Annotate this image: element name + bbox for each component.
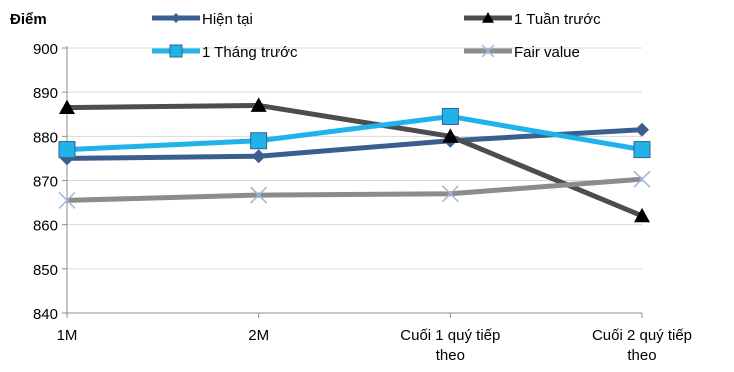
diamond-marker xyxy=(171,13,181,23)
tick-labels: 840 850 860 870 880 890 900 1M 2M Cuối 1 quý tiếp… xyxy=(33,41,692,364)
x-marker xyxy=(441,185,459,203)
x-marker-stroke xyxy=(481,44,495,58)
x-tick-label: Cuối 2 quý tiếp xyxy=(592,327,692,344)
y-tick-label: 840 xyxy=(33,306,58,323)
y-tick-label: 890 xyxy=(33,85,58,102)
x-marker-stroke xyxy=(58,191,76,209)
grid-lines xyxy=(67,47,642,270)
square-marker xyxy=(250,132,268,150)
legend-label: Fair value xyxy=(514,44,580,61)
series-line xyxy=(66,102,643,219)
square-marker xyxy=(633,141,651,159)
series-3 xyxy=(58,170,651,209)
x-tick-label: Cuối 1 quý tiếp xyxy=(400,327,500,344)
legend-item: 1 Tháng trước xyxy=(152,44,298,61)
triangle-marker xyxy=(482,12,494,23)
x-marker-stroke xyxy=(633,170,651,188)
legend-item: Hiện tại xyxy=(152,11,253,28)
square-marker xyxy=(441,107,459,125)
legend-label: 1 Tháng trước xyxy=(202,44,298,61)
triangle-marker xyxy=(59,99,75,115)
diamond-marker xyxy=(251,149,266,164)
triangle-marker xyxy=(634,207,650,223)
y-tick-label: 860 xyxy=(33,218,58,235)
square-marker xyxy=(58,141,76,159)
x-marker-stroke xyxy=(250,186,268,204)
x-tick-label: 1M xyxy=(57,327,78,344)
diamond-marker xyxy=(635,122,649,137)
legend: Hiện tại 1 Tuần trước 1 Tháng trước Fair va… xyxy=(152,11,601,61)
x-marker xyxy=(481,44,495,58)
legend-item: 1 Tuần trước xyxy=(464,11,601,28)
series-line xyxy=(66,176,643,203)
triangle-marker xyxy=(442,128,459,143)
x-tick-label: theo xyxy=(627,347,656,364)
x-marker xyxy=(633,170,651,188)
square-marker xyxy=(169,44,183,58)
y-axis-label: Điểm xyxy=(10,11,47,28)
y-tick-label: 850 xyxy=(33,262,58,279)
triangle-marker xyxy=(250,97,267,112)
y-tick-label: 870 xyxy=(33,174,58,191)
x-marker xyxy=(58,191,76,209)
series-2 xyxy=(58,107,651,159)
legend-item: Fair value xyxy=(464,44,580,61)
x-tick-label: theo xyxy=(436,347,465,364)
legend-label: 1 Tuần trước xyxy=(514,11,601,28)
x-marker-stroke xyxy=(441,185,459,203)
legend-label: Hiện tại xyxy=(202,11,253,28)
series-1 xyxy=(59,97,650,223)
y-tick-label: 900 xyxy=(33,41,58,58)
y-tick-label: 880 xyxy=(33,129,58,146)
x-tick-label: 2M xyxy=(248,327,269,344)
series-group xyxy=(58,97,651,223)
x-marker xyxy=(250,186,268,204)
axes xyxy=(62,46,643,318)
series-line xyxy=(66,113,643,153)
